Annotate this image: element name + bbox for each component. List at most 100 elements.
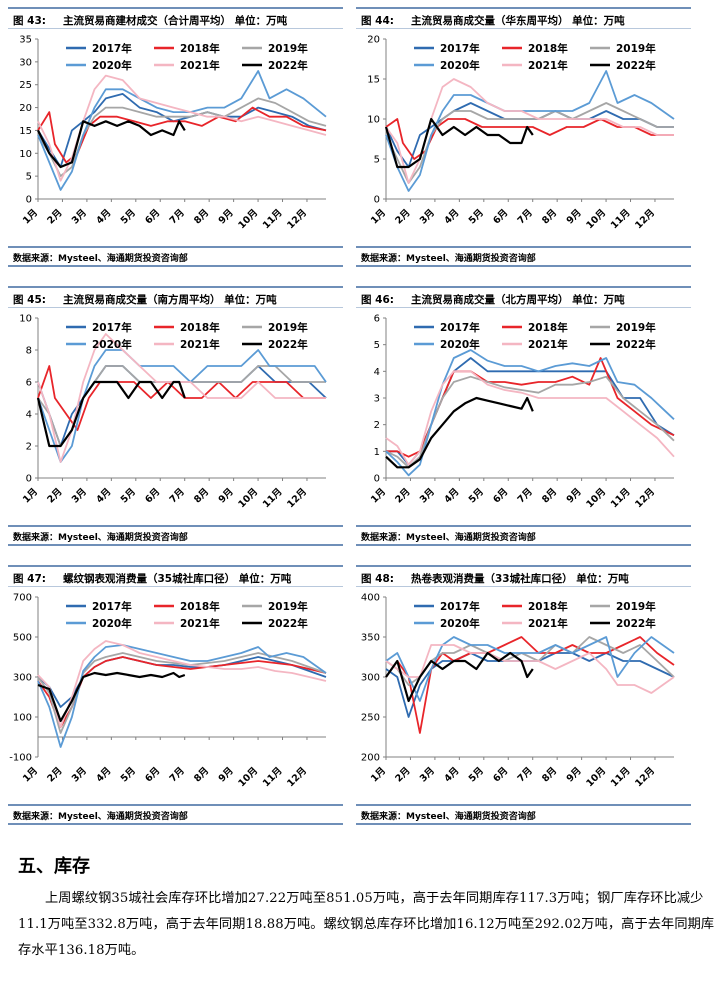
x-tick-label: 8月 (540, 207, 559, 226)
x-tick-label: 4月 (94, 207, 113, 226)
series-line-2022年 (36, 380, 186, 448)
series-line-2019年 (385, 375, 675, 469)
y-tick-label: 25 (19, 80, 32, 91)
y-tick-label: 250 (361, 713, 380, 724)
line-chart: 0 2 4 6 8 10 1月 2月 3月 4月 5月 6月 7月 8月 9月 10月 11月 12月 2017年 2… (19, 314, 327, 510)
x-tick-label: 5月 (119, 765, 138, 784)
x-tick-label: 6月 (143, 207, 162, 226)
chart-panel-45: 图 45: 主流贸易商成交量（南方周平均） 单位：万吨 0 2 4 6 8 10 1月 2月 3… (8, 286, 343, 546)
x-tick-label: 12月 (633, 765, 657, 789)
legend-label: 2017年 (92, 42, 132, 55)
line-chart: 0 5 10 15 20 25 30 35 1月 2月 3月 4月 5月 6月 7月 8月 9月 10月 11月 12… (19, 35, 327, 231)
source-footer: 数据来源：Mysteel、海通期货投资咨询部 (8, 525, 343, 546)
y-tick-label: 350 (361, 633, 380, 644)
x-tick-label: 9月 (217, 765, 236, 784)
legend-label: 2021年 (528, 338, 568, 351)
x-tick-label: 8月 (192, 207, 211, 226)
chart-panel-47: 图 47: 螺纹钢表观消费量（35城社库口径） 单位：万吨 -100 100 300… (8, 565, 343, 825)
chart-panel-43: 图 43: 主流贸易商建材成交（合计周平均） 单位：万吨 0 5 10 15 20 25 3… (8, 7, 343, 267)
x-tick-label: 12月 (285, 765, 309, 789)
legend-label: 2020年 (440, 338, 480, 351)
panel-header: 图 47: 螺纹钢表观消费量（35城社库口径） 单位：万吨 (8, 565, 343, 587)
legend-label: 2020年 (440, 59, 480, 72)
figure-number: 图 47: (13, 573, 46, 585)
legend-label: 2018年 (180, 600, 220, 613)
series-line-2018年 (37, 106, 327, 164)
y-tick-label: 500 (13, 633, 32, 644)
series-line-2022年 (384, 117, 534, 169)
x-tick-label: 5月 (467, 765, 486, 784)
x-tick-label: 7月 (168, 207, 187, 226)
series-line-2017年 (385, 102, 674, 168)
panel-header: 图 44: 主流贸易商成交量（华东周平均） 单位：万吨 (356, 7, 691, 29)
x-tick-label: 5月 (467, 207, 486, 226)
x-tick-label: 3月 (418, 486, 437, 505)
series-line-2020年 (37, 70, 327, 191)
chart-panel-46: 图 46: 主流贸易商成交量（北方周平均） 单位：万吨 0 1 2 3 4 5 6 1月 2月 3… (356, 286, 691, 546)
x-tick-label: 4月 (442, 207, 461, 226)
source-text: 数据来源：Mysteel、海通期货投资咨询部 (13, 533, 188, 543)
x-tick-label: 9月 (565, 486, 584, 505)
x-tick-label: 3月 (418, 765, 437, 784)
series-line-2019年 (37, 97, 327, 177)
x-tick-label: 8月 (540, 765, 559, 784)
source-footer: 数据来源：Mysteel、海通期货投资咨询部 (356, 525, 691, 546)
panel-header: 图 43: 主流贸易商建材成交（合计周平均） 单位：万吨 (8, 7, 343, 29)
legend-label: 2020年 (92, 59, 132, 72)
x-tick-label: 7月 (516, 486, 535, 505)
figure-number: 图 48: (361, 573, 394, 585)
x-tick-label: 9月 (217, 486, 236, 505)
x-tick-label: 3月 (418, 207, 437, 226)
x-tick-label: 8月 (192, 486, 211, 505)
x-tick-label: 5月 (119, 486, 138, 505)
series-line-2018年 (37, 365, 326, 431)
x-tick-label: 7月 (168, 765, 187, 784)
series-line-2022年 (385, 651, 534, 703)
source-footer: 数据来源：Mysteel、海通期货投资咨询部 (8, 246, 343, 267)
x-tick-label: 6月 (491, 207, 510, 226)
x-tick-label: 10月 (236, 486, 260, 510)
y-tick-label: 5 (374, 340, 380, 351)
chart-panel-48: 图 48: 热卷表观消费量（33城社库口径） 单位：万吨 200 250 300 35… (356, 565, 691, 825)
series-line-2020年 (385, 349, 675, 477)
chart-title: 螺纹钢表观消费量（35城社库口径） 单位：万吨 (63, 573, 292, 585)
x-tick-label: 11月 (609, 765, 633, 789)
x-tick-label: 1月 (21, 486, 40, 505)
x-tick-label: 10月 (236, 765, 260, 789)
y-tick-label: 0 (374, 474, 380, 485)
y-tick-label: 8 (26, 346, 32, 357)
x-tick-label: 7月 (516, 765, 535, 784)
x-tick-label: 2月 (45, 207, 64, 226)
legend-label: 2019年 (616, 600, 656, 613)
legend-label: 2021年 (180, 617, 220, 630)
legend-label: 2017年 (92, 600, 132, 613)
chart-title: 主流贸易商成交量（北方周平均） 单位：万吨 (411, 294, 625, 306)
legend-label: 2019年 (616, 42, 656, 55)
legend-label: 2020年 (440, 617, 480, 630)
x-tick-label: 4月 (94, 765, 113, 784)
x-tick-label: 1月 (21, 765, 40, 784)
series-line-2017年 (386, 357, 675, 466)
x-tick-label: 6月 (491, 486, 510, 505)
source-footer: 数据来源：Mysteel、海通期货投资咨询部 (356, 804, 691, 825)
y-tick-label: 4 (26, 410, 32, 421)
x-tick-label: 5月 (467, 486, 486, 505)
line-chart: 200 250 300 350 400 1月 2月 3月 4月 5月 6月 7月 8月 9月 10月 11月 1… (361, 593, 675, 789)
legend-label: 2021年 (528, 59, 568, 72)
panel-header: 图 46: 主流贸易商成交量（北方周平均） 单位：万吨 (356, 286, 691, 308)
section-heading: 五、库存 (18, 856, 90, 877)
x-tick-label: 12月 (285, 207, 309, 231)
y-tick-label: 10 (19, 314, 32, 325)
series-line-2022年 (37, 671, 186, 723)
x-tick-label: 6月 (491, 765, 510, 784)
legend-label: 2017年 (440, 321, 480, 334)
legend-label: 2019年 (268, 321, 308, 334)
x-tick-label: 12月 (285, 486, 309, 510)
series-line-2022年 (385, 396, 534, 469)
source-footer: 数据来源：Mysteel、海通期货投资咨询部 (356, 246, 691, 267)
y-tick-label: 20 (19, 103, 32, 114)
y-tick-label: 2 (374, 420, 380, 431)
x-tick-label: 3月 (70, 207, 89, 226)
legend-label: 2020年 (92, 338, 132, 351)
legend-label: 2019年 (268, 600, 308, 613)
